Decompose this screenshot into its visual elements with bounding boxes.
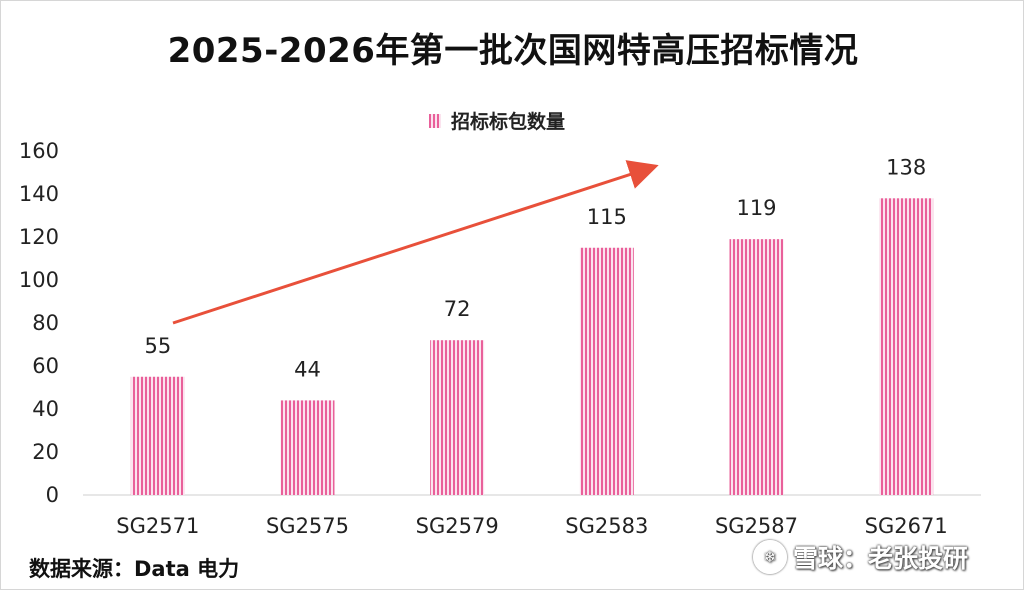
x-tick-label: SG2571 xyxy=(116,514,199,538)
y-tick-label: 100 xyxy=(19,268,59,292)
data-label: 115 xyxy=(587,205,627,229)
chart-legend: 招标标包数量 xyxy=(429,107,565,134)
bar-sg2579 xyxy=(430,340,485,495)
bar-sg2575 xyxy=(280,400,335,495)
x-tick-label: SG2671 xyxy=(865,514,948,538)
trend-arrow xyxy=(172,160,659,325)
y-tick-label: 120 xyxy=(19,225,59,249)
watermark: ❄ 雪球：老张投研 xyxy=(753,539,968,575)
bar-sg2583 xyxy=(579,247,634,495)
snowball-logo-icon: ❄ xyxy=(753,540,787,574)
y-tick-label: 80 xyxy=(32,311,59,335)
source-note: 数据来源：Data 电力 xyxy=(29,557,240,581)
data-label: 44 xyxy=(294,357,321,381)
y-tick-label: 0 xyxy=(46,483,59,507)
data-label: 138 xyxy=(886,155,926,179)
bar-sg2571 xyxy=(130,376,185,495)
x-tick-label: SG2579 xyxy=(416,514,499,538)
chart-title: 2025-2026年第一批次国网特高压招标情况 xyxy=(167,31,859,71)
x-tick-label: SG2575 xyxy=(266,514,349,538)
y-tick-label: 140 xyxy=(19,182,59,206)
y-tick-label: 160 xyxy=(19,139,59,163)
y-tick-label: 20 xyxy=(32,440,59,464)
bar-sg2587 xyxy=(729,239,784,495)
watermark-text: 雪球：老张投研 xyxy=(793,544,969,573)
x-tick-label: SG2583 xyxy=(565,514,648,538)
x-tick-label: SG2587 xyxy=(715,514,798,538)
bar-sg2671 xyxy=(879,198,934,496)
data-label: 119 xyxy=(736,196,776,220)
data-label: 72 xyxy=(444,297,471,321)
x-axis: SG2571 SG2575 SG2579 SG2583 SG2587 SG2671 xyxy=(116,514,947,538)
bar-series: 55 44 72 115 119 138 xyxy=(130,155,934,496)
legend-swatch xyxy=(429,113,441,128)
legend-label: 招标标包数量 xyxy=(451,111,566,133)
y-axis: 0 20 40 60 80 100 120 140 160 xyxy=(19,139,59,507)
y-tick-label: 40 xyxy=(32,397,59,421)
y-tick-label: 60 xyxy=(32,354,59,378)
data-label: 55 xyxy=(144,334,171,358)
